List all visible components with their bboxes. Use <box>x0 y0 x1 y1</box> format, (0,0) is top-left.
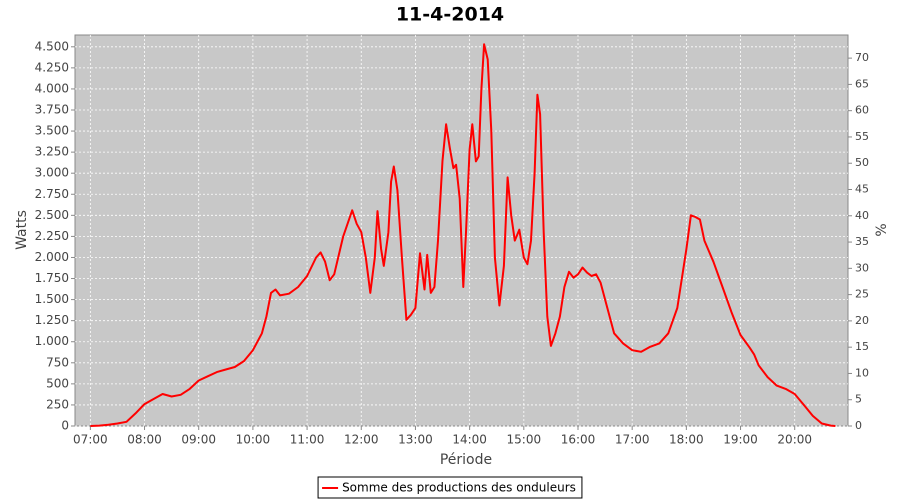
y2-tick-label: 45 <box>855 183 869 196</box>
x-tick-label: 09:00 <box>181 433 216 447</box>
x-tick-label: 08:00 <box>127 433 162 447</box>
x-tick-label: 10:00 <box>236 433 271 447</box>
y-tick-label: 4.000 <box>35 81 69 95</box>
series-line <box>90 43 836 427</box>
y2-tick-label: 40 <box>855 209 869 222</box>
chart-title: 11-4-2014 <box>396 4 504 26</box>
y2-tick-label: 10 <box>855 366 869 379</box>
y-tick-label: 4.500 <box>35 39 69 53</box>
y-tick-label: 0 <box>61 419 69 433</box>
y2-tick-label: 25 <box>855 288 869 301</box>
y-axis-title: Watts <box>14 210 30 250</box>
y-tick-label: 1.750 <box>35 271 69 285</box>
y-tick-label: 4.250 <box>35 60 69 74</box>
y-tick-label: 3.000 <box>35 166 69 180</box>
y-tick-label: 250 <box>46 397 69 411</box>
legend: Somme des productions des onduleurs <box>317 476 583 499</box>
y2-tick-label: 0 <box>855 419 862 432</box>
y-tick-label: 2.500 <box>35 208 69 222</box>
y-tick-label: 3.250 <box>35 145 69 159</box>
x-tick-label: 15:00 <box>507 433 542 447</box>
x-axis-title: Période <box>440 452 492 468</box>
x-tick-label: 17:00 <box>615 433 650 447</box>
y-tick-label: 1.500 <box>35 292 69 306</box>
x-tick-label: 16:00 <box>561 433 596 447</box>
y2-tick-label: 30 <box>855 261 869 274</box>
x-tick-label: 20:00 <box>777 433 812 447</box>
x-tick-label: 07:00 <box>73 433 108 447</box>
y2-tick-label: 15 <box>855 340 869 353</box>
y-tick-label: 1.250 <box>35 313 69 327</box>
y2-tick-label: 35 <box>855 235 869 248</box>
y-tick-label: 2.250 <box>35 229 69 243</box>
y-tick-label: 2.000 <box>35 250 69 264</box>
x-tick-label: 13:00 <box>398 433 433 447</box>
y2-tick-label: 5 <box>855 393 862 406</box>
y2-axis-title: % <box>874 223 890 236</box>
y-tick-label: 1.000 <box>35 334 69 348</box>
y-tick-label: 2.750 <box>35 187 69 201</box>
y-tick-label: 3.750 <box>35 102 69 116</box>
y2-tick-label: 55 <box>855 130 869 143</box>
y-tick-label: 750 <box>46 355 69 369</box>
legend-label: Somme des productions des onduleurs <box>342 481 576 495</box>
y2-tick-label: 60 <box>855 104 869 117</box>
legend-box <box>317 476 583 499</box>
y2-tick-label: 50 <box>855 156 869 169</box>
x-tick-label: 18:00 <box>669 433 704 447</box>
y2-tick-label: 65 <box>855 77 869 90</box>
x-tick-label: 14:00 <box>452 433 487 447</box>
y-tick-label: 500 <box>46 376 69 390</box>
x-tick-label: 12:00 <box>344 433 379 447</box>
x-tick-label: 19:00 <box>723 433 758 447</box>
y-tick-label: 3.500 <box>35 124 69 138</box>
x-tick-label: 11:00 <box>290 433 325 447</box>
y2-tick-label: 70 <box>855 51 869 64</box>
y2-tick-label: 20 <box>855 314 869 327</box>
